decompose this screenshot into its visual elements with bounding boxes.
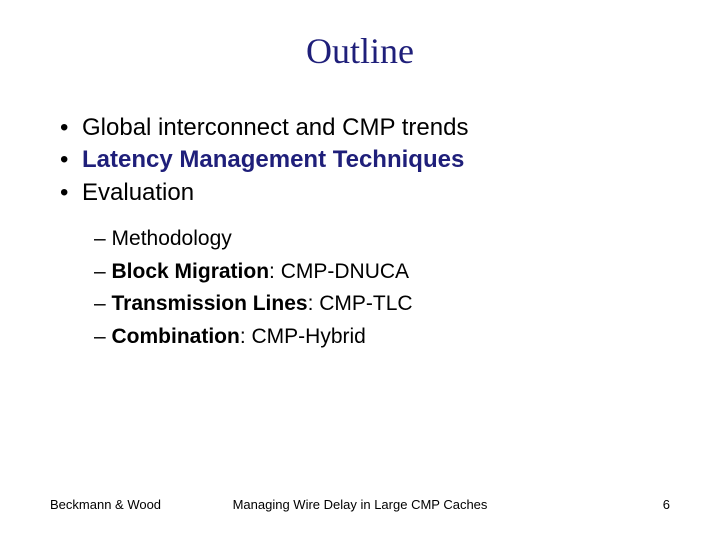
- main-bullet-list: Global interconnect and CMP trends Laten…: [60, 112, 670, 209]
- bullet-latency-management: Latency Management Techniques: [60, 144, 670, 176]
- sub-bold-text: Block Migration: [112, 260, 270, 283]
- sub-prefix: –: [94, 260, 112, 283]
- sub-rest-text: : CMP-TLC: [308, 292, 413, 315]
- slide-container: Outline Global interconnect and CMP tren…: [0, 0, 720, 540]
- sub-bullet-list: – Methodology – Block Migration: CMP-DNU…: [94, 223, 670, 353]
- bullet-global-interconnect: Global interconnect and CMP trends: [60, 112, 670, 144]
- slide-footer: Beckmann & Wood Managing Wire Delay in L…: [0, 497, 720, 512]
- sub-transmission-lines: – Transmission Lines: CMP-TLC: [94, 288, 670, 321]
- footer-title: Managing Wire Delay in Large CMP Caches: [233, 497, 488, 512]
- bullet-evaluation: Evaluation: [60, 177, 670, 209]
- bullet-text: Global interconnect and CMP trends: [82, 114, 468, 141]
- sub-bold-text: Combination: [112, 325, 240, 348]
- sub-prefix: –: [94, 227, 112, 250]
- footer-page-number: 6: [663, 497, 670, 512]
- sub-text: Methodology: [112, 227, 232, 250]
- sub-block-migration: – Block Migration: CMP-DNUCA: [94, 256, 670, 289]
- sub-prefix: –: [94, 292, 112, 315]
- sub-prefix: –: [94, 325, 112, 348]
- sub-rest-text: : CMP-Hybrid: [240, 325, 366, 348]
- sub-methodology: – Methodology: [94, 223, 670, 256]
- slide-title: Outline: [50, 30, 670, 72]
- footer-authors: Beckmann & Wood: [50, 497, 161, 512]
- sub-rest-text: : CMP-DNUCA: [269, 260, 409, 283]
- bullet-text: Evaluation: [82, 179, 194, 206]
- sub-combination: – Combination: CMP-Hybrid: [94, 321, 670, 354]
- bullet-text-highlighted: Latency Management Techniques: [82, 146, 464, 173]
- sub-bold-text: Transmission Lines: [112, 292, 308, 315]
